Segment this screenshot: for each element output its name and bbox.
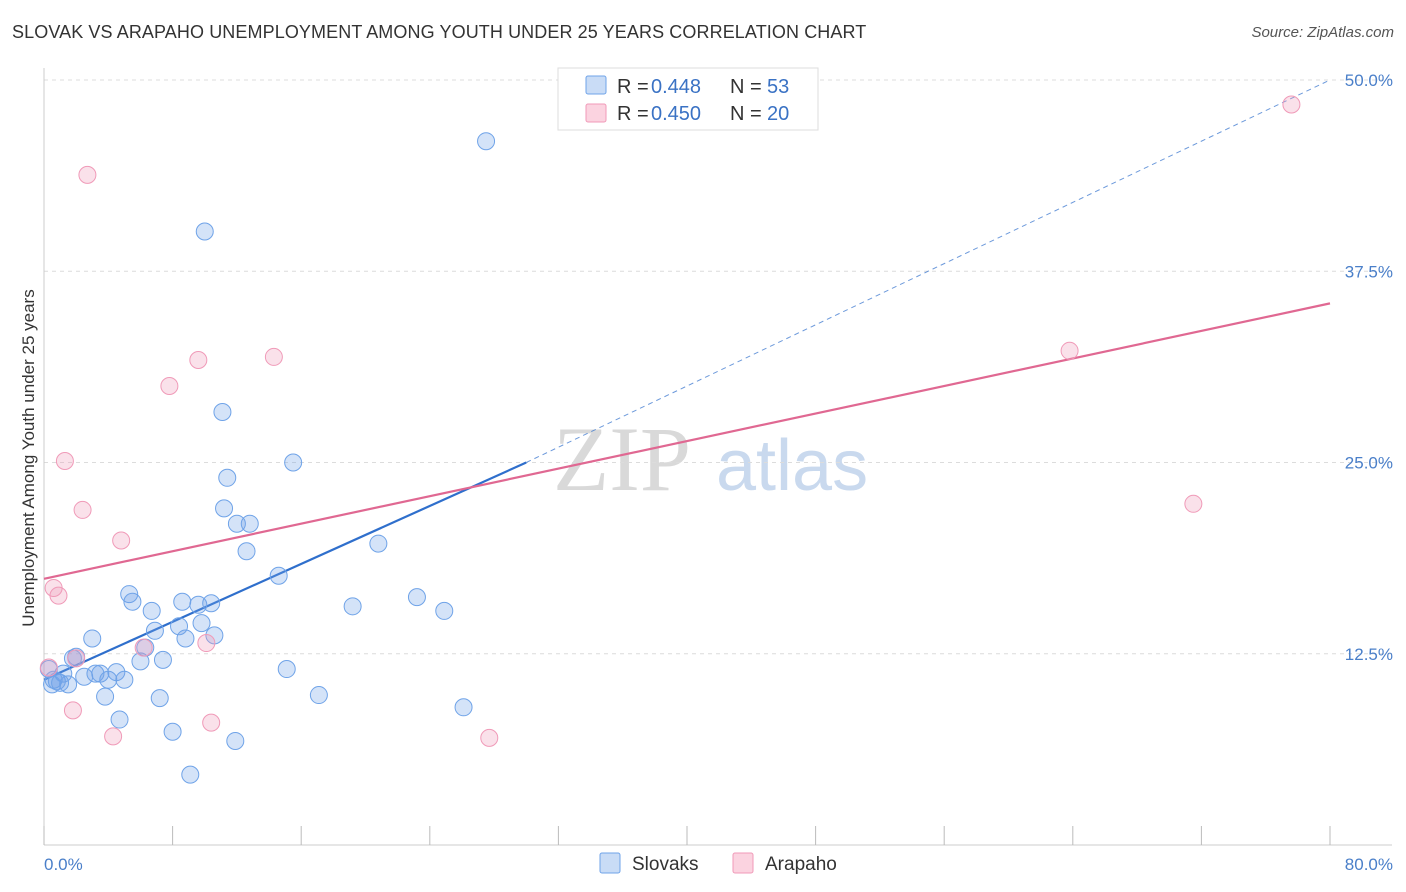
legend-r-value-slovaks: 0.448 <box>651 76 701 98</box>
point-arapaho <box>264 347 283 366</box>
point-arapaho <box>480 728 499 747</box>
point-arapaho <box>78 165 97 184</box>
bottom-legend-swatch-arapaho <box>732 852 754 874</box>
point-slovaks <box>226 731 245 750</box>
x-tick-label: 80.0% <box>1345 855 1393 874</box>
point-slovaks <box>131 652 150 671</box>
point-slovaks <box>407 588 426 607</box>
point-arapaho <box>39 658 58 677</box>
y-tick-label: 37.5% <box>1345 262 1393 281</box>
point-slovaks <box>163 722 182 741</box>
legend-n-value-arapaho: 20 <box>767 103 789 125</box>
point-slovaks <box>96 687 115 706</box>
point-slovaks <box>145 621 164 640</box>
point-arapaho <box>104 727 123 746</box>
trend-line-arapaho <box>43 302 1331 580</box>
point-slovaks <box>189 595 208 614</box>
point-slovaks <box>218 468 237 487</box>
point-slovaks <box>115 670 134 689</box>
legend-swatch-slovaks <box>585 75 607 95</box>
point-slovaks <box>277 660 296 679</box>
point-arapaho <box>134 638 153 657</box>
point-slovaks <box>369 534 388 553</box>
point-slovaks <box>213 403 232 422</box>
x-tick-label: 0.0% <box>44 855 83 874</box>
bottom-legend-swatch-slovaks <box>599 852 621 874</box>
top-legend: R = 0.448 N = 53 R = 0.450 N = 20 <box>557 67 819 131</box>
data-points <box>39 95 1301 784</box>
bottom-legend-label-arapaho: Arapaho <box>765 854 837 875</box>
point-slovaks <box>454 698 473 717</box>
legend-n-label-arapaho: N = <box>730 103 762 125</box>
point-slovaks <box>269 566 288 585</box>
point-arapaho <box>202 713 221 732</box>
point-slovaks <box>150 689 169 708</box>
point-arapaho <box>1060 341 1079 360</box>
legend-r-label-slovaks: R = <box>617 76 649 98</box>
legend-n-value-slovaks: 53 <box>767 76 789 98</box>
point-arapaho <box>112 531 131 550</box>
trend-line-slovaks <box>43 461 527 681</box>
point-arapaho <box>55 451 74 470</box>
point-slovaks <box>237 542 256 561</box>
watermark-zip: ZIP <box>553 408 691 510</box>
point-slovaks <box>153 650 172 669</box>
y-tick-label: 25.0% <box>1345 454 1393 473</box>
axes <box>43 68 1392 846</box>
legend-r-value-arapaho: 0.450 <box>651 103 701 125</box>
point-slovaks <box>284 453 303 472</box>
point-slovaks <box>110 710 129 729</box>
y-tick-label: 12.5% <box>1345 645 1393 664</box>
grid-lines <box>44 79 1392 655</box>
watermark-atlas: atlas <box>716 426 868 506</box>
bottom-legend: Slovaks Arapaho <box>599 852 837 875</box>
point-slovaks <box>343 597 362 616</box>
bottom-legend-label-slovaks: Slovaks <box>632 854 699 875</box>
point-slovaks <box>435 601 454 620</box>
point-slovaks <box>227 514 246 533</box>
point-slovaks <box>176 629 195 648</box>
point-slovaks <box>195 222 214 241</box>
y-axis-title: Unemployment Among Youth under 25 years <box>19 289 38 626</box>
point-slovaks <box>47 672 66 691</box>
trend-line-slovaks-extension <box>526 79 1331 463</box>
point-arapaho <box>160 377 179 395</box>
point-slovaks <box>173 592 192 611</box>
trend-lines <box>43 79 1331 681</box>
point-arapaho <box>197 634 216 653</box>
point-arapaho <box>1184 494 1203 513</box>
point-slovaks <box>192 614 211 633</box>
point-slovaks <box>181 765 200 784</box>
point-arapaho <box>67 649 86 668</box>
point-slovaks <box>309 686 328 705</box>
legend-swatch-arapaho <box>585 103 607 123</box>
y-tick-label: 50.0% <box>1345 71 1393 90</box>
point-slovaks <box>215 499 234 518</box>
chart-title: SLOVAK VS ARAPAHO UNEMPLOYMENT AMONG YOU… <box>12 22 867 42</box>
source-label: Source: ZipAtlas.com <box>1251 24 1394 41</box>
point-slovaks <box>240 514 259 533</box>
point-slovaks <box>83 629 102 648</box>
point-slovaks <box>123 592 142 611</box>
point-arapaho <box>1282 95 1301 114</box>
point-arapaho <box>49 586 68 605</box>
point-arapaho <box>73 500 92 519</box>
point-slovaks <box>51 673 70 692</box>
tick-labels: 12.5% 25.0% 37.5% 50.0% 0.0% 80.0% <box>44 71 1393 874</box>
legend-n-label-slovaks: N = <box>730 76 762 98</box>
point-arapaho <box>63 701 82 720</box>
legend-r-label-arapaho: R = <box>617 103 649 125</box>
point-slovaks <box>202 594 221 613</box>
point-arapaho <box>189 350 208 369</box>
point-slovaks <box>142 601 161 620</box>
point-slovaks <box>477 132 496 151</box>
